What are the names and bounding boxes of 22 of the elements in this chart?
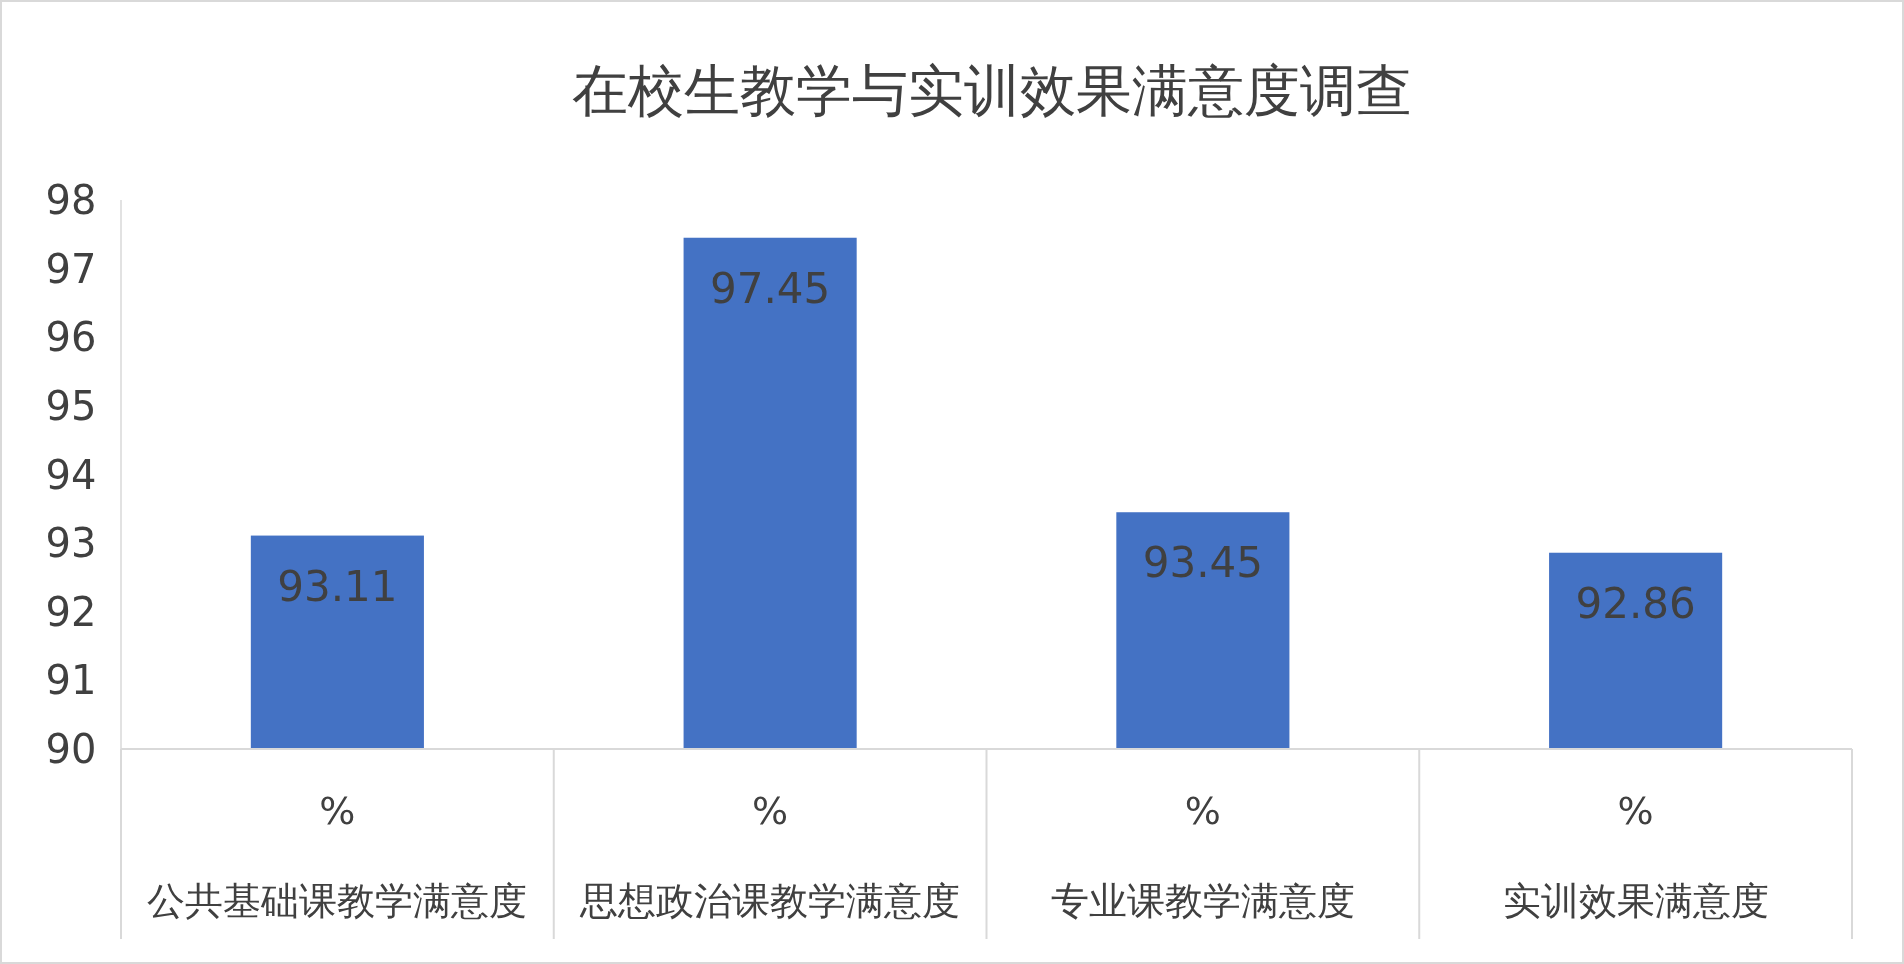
text: % (1617, 789, 1654, 833)
y-tick-label: 94 (45, 451, 97, 498)
y-tick-label: 93 (45, 520, 97, 567)
y-tick-label: 95 (45, 382, 97, 429)
y-tick-label: 96 (45, 314, 97, 361)
data-label: 93.45 (1142, 538, 1263, 588)
text: % (1184, 789, 1221, 833)
data-label: 93.11 (277, 561, 398, 611)
y-tick-label: 91 (45, 657, 97, 704)
text: % (319, 789, 356, 833)
data-label: 92.86 (1575, 578, 1696, 628)
x-tick-label: 实训效果满意度 (1502, 879, 1769, 923)
y-tick-label: 92 (45, 588, 97, 635)
text: % (752, 789, 789, 833)
x-tick-label: 公共基础课教学满意度 (147, 879, 528, 923)
y-tick-label: 90 (45, 726, 97, 772)
y-tick-label: 97 (45, 245, 97, 292)
x-tick-label: 思想政治课教学满意度 (579, 879, 961, 923)
chart-title: 在校生教学与实训效果满意度调查 (572, 58, 1412, 123)
y-tick-label: 98 (45, 177, 97, 223)
data-label: 97.45 (710, 263, 831, 313)
x-tick-label: 专业课教学满意度 (1050, 879, 1355, 923)
